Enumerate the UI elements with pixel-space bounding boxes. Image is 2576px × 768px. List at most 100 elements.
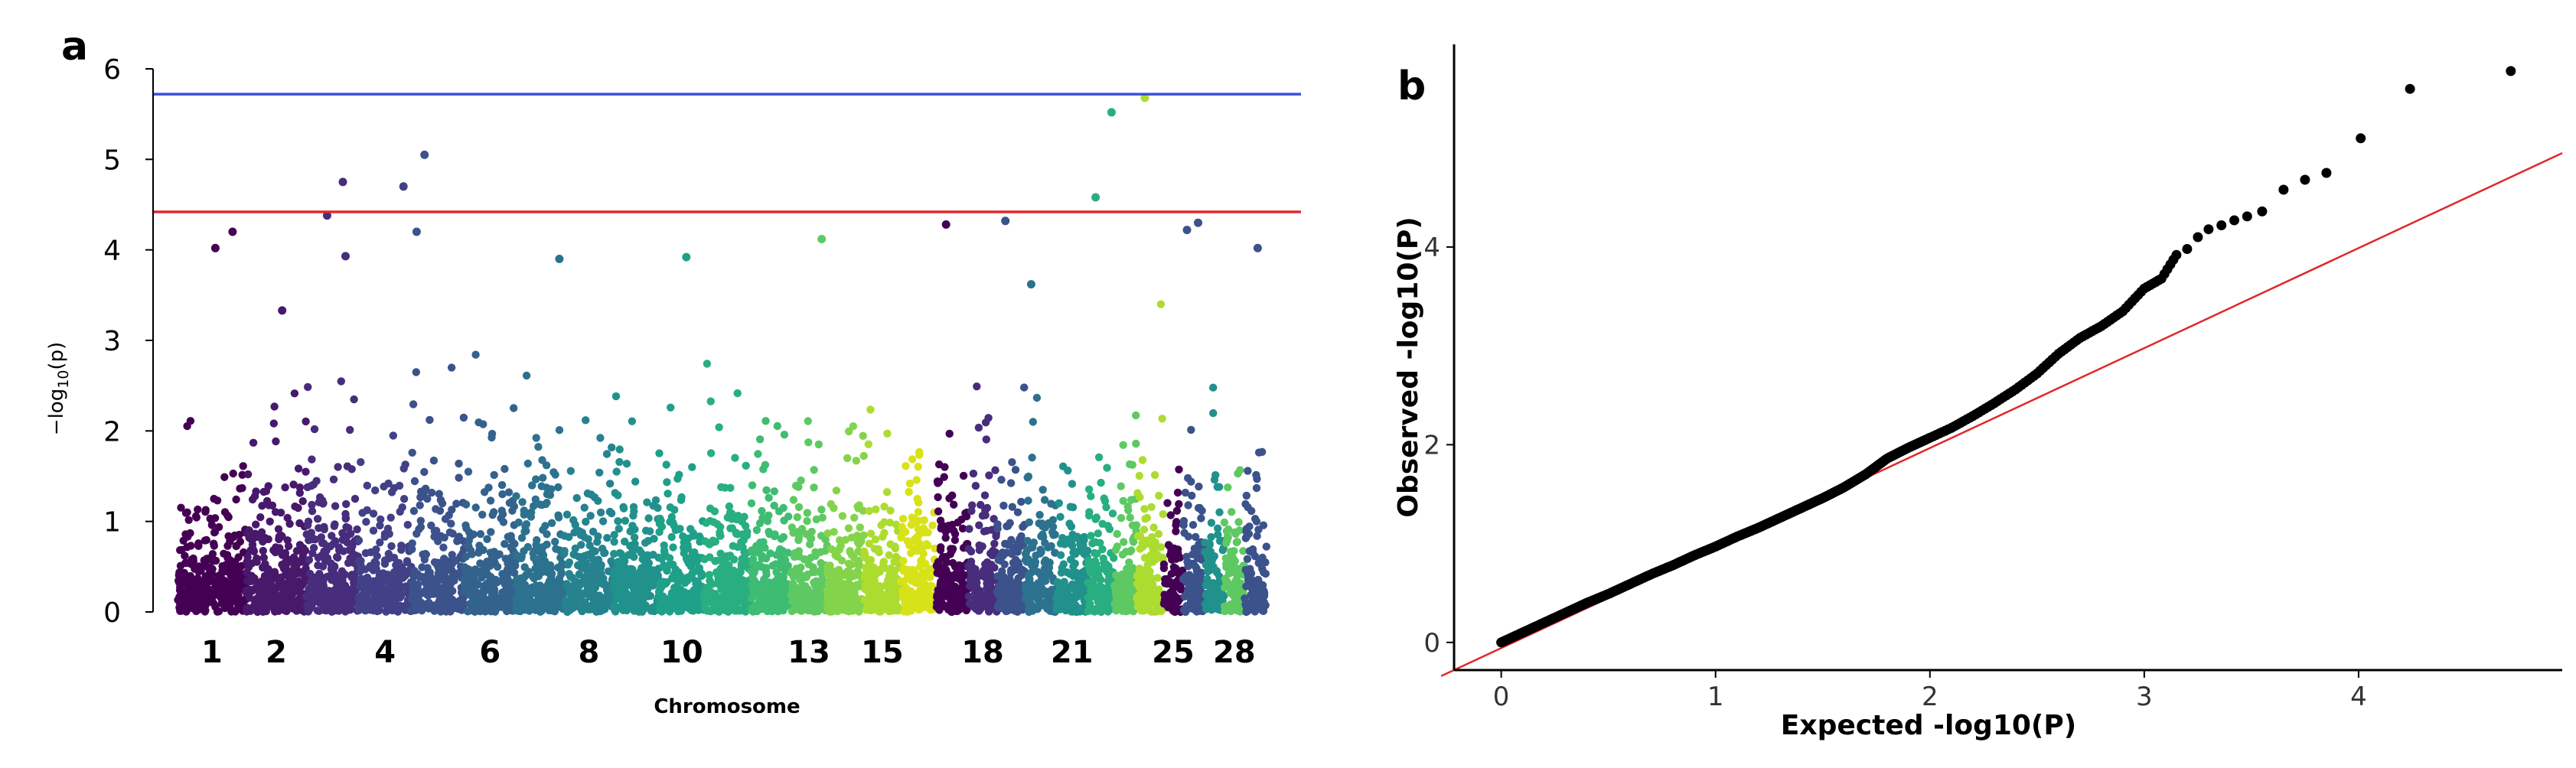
- snp-point: [571, 577, 579, 585]
- snp-point: [493, 578, 502, 586]
- snp-point: [1003, 604, 1012, 613]
- snp-point: [904, 565, 912, 574]
- snp-point: [235, 564, 243, 573]
- snp-point: [941, 574, 951, 583]
- snp-point: [886, 506, 895, 515]
- snp-point: [454, 569, 462, 578]
- snp-point: [374, 584, 383, 593]
- snp-point: [266, 517, 274, 526]
- snp-point: [483, 535, 491, 543]
- snp-point: [214, 522, 223, 532]
- snp-point: [737, 581, 745, 590]
- snp-point: [794, 503, 804, 512]
- snp-point: [187, 555, 196, 564]
- snp-point: [613, 565, 621, 573]
- snp-point: [1140, 526, 1149, 534]
- snp-point: [1183, 573, 1192, 581]
- snp-point: [315, 569, 324, 578]
- snp-point: [328, 589, 337, 597]
- snp-point: [390, 568, 399, 577]
- snp-point: [983, 572, 992, 581]
- snp-point: [497, 480, 507, 490]
- snp-point: [780, 431, 789, 439]
- snp-point: [439, 543, 448, 552]
- snp-point: [446, 600, 455, 608]
- snp-point: [638, 555, 647, 564]
- snp-point: [572, 493, 581, 503]
- snp-point: [1206, 548, 1215, 556]
- snp-point: [1000, 560, 1009, 568]
- snp-point: [1003, 579, 1012, 588]
- snp-point: [622, 460, 631, 468]
- snp-point: [615, 457, 624, 467]
- snp-point: [716, 549, 725, 558]
- snp-point: [886, 540, 895, 548]
- snp-point: [426, 571, 434, 580]
- snp-point: [440, 533, 448, 542]
- snp-point: [320, 606, 328, 614]
- snp-point: [589, 561, 598, 570]
- snp-point: [341, 514, 351, 522]
- snp-point: [1203, 567, 1212, 576]
- snp-point: [1019, 522, 1027, 531]
- snp-point: [197, 600, 206, 610]
- snp-point: [407, 545, 416, 554]
- snp-point: [527, 513, 535, 521]
- snp-point: [364, 588, 372, 597]
- snp-point: [427, 521, 435, 530]
- snp-point: [651, 575, 660, 584]
- snp-point: [870, 545, 879, 553]
- snp-point: [594, 496, 602, 505]
- snp-point: [902, 462, 910, 470]
- snp-point: [993, 520, 1002, 529]
- snp-point: [375, 571, 384, 579]
- snp-point: [1066, 583, 1074, 591]
- snp-point: [1092, 571, 1101, 580]
- snp-point: [911, 579, 921, 587]
- snp-point: [285, 584, 293, 593]
- snp-point: [605, 480, 615, 488]
- snp-point: [849, 607, 857, 615]
- snp-point: [420, 467, 429, 477]
- snp-point: [473, 581, 481, 589]
- snp-point: [836, 542, 846, 550]
- snp-point: [383, 598, 393, 607]
- snp-point: [1076, 574, 1085, 584]
- snp-point: [481, 580, 491, 589]
- snp-point: [866, 405, 875, 414]
- snp-point: [885, 551, 893, 559]
- snp-point: [294, 503, 302, 513]
- snp-point: [596, 434, 605, 442]
- snp-point: [601, 548, 609, 557]
- snp-point: [1026, 579, 1035, 588]
- snp-point: [797, 525, 807, 533]
- snp-point: [797, 476, 805, 485]
- snp-point: [812, 586, 820, 594]
- snp-point: [811, 580, 820, 589]
- snp-point: [997, 476, 1006, 484]
- snp-point: [735, 570, 744, 578]
- snp-point: [256, 513, 265, 522]
- snp-point: [564, 561, 572, 569]
- snp-point: [614, 575, 622, 584]
- snp-point: [412, 529, 421, 538]
- snp-point: [892, 520, 901, 529]
- snp-point: [350, 395, 358, 404]
- snp-point: [705, 571, 714, 579]
- snp-point: [484, 571, 493, 580]
- snp-point: [934, 493, 942, 502]
- snp-point: [1187, 477, 1195, 486]
- snp-point: [191, 565, 199, 573]
- snp-point: [304, 382, 312, 392]
- snp-point: [517, 534, 527, 542]
- snp-point: [586, 512, 595, 520]
- snp-point: [498, 490, 507, 499]
- snp-point: [761, 417, 770, 425]
- snp-point: [1195, 482, 1203, 491]
- snp-point: [980, 600, 989, 609]
- snp-point: [562, 510, 572, 519]
- snp-point: [773, 421, 781, 431]
- snp-point: [716, 574, 725, 584]
- snp-point: [487, 590, 496, 598]
- snp-point: [552, 545, 560, 553]
